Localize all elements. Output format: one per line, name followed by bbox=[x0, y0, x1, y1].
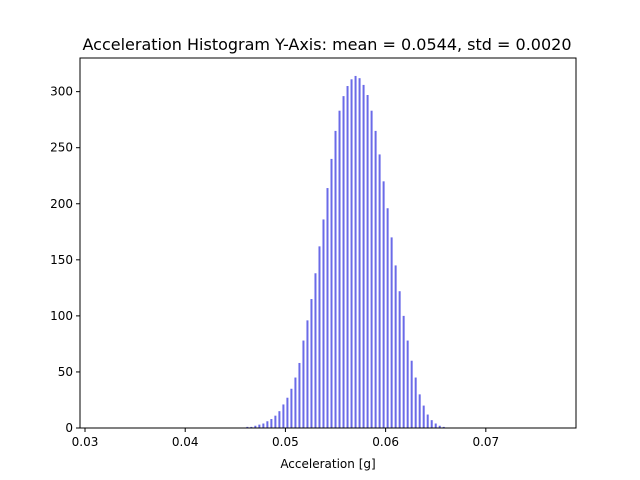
histogram-bar bbox=[406, 340, 409, 428]
histogram-bar bbox=[262, 423, 265, 428]
histogram-bar bbox=[286, 397, 289, 428]
histogram-bar bbox=[426, 414, 429, 428]
x-tick-label: 0.07 bbox=[472, 435, 499, 449]
histogram-bar bbox=[274, 415, 277, 428]
histogram-bar bbox=[250, 426, 253, 428]
histogram-bar bbox=[346, 86, 349, 428]
y-tick-label: 100 bbox=[50, 309, 73, 323]
histogram-bar bbox=[290, 388, 293, 428]
histogram-bar bbox=[254, 425, 257, 428]
x-tick-label: 0.03 bbox=[72, 435, 99, 449]
histogram-bar bbox=[314, 273, 317, 428]
histogram-bar bbox=[386, 208, 389, 428]
x-tick-label: 0.05 bbox=[272, 435, 299, 449]
histogram-bar bbox=[378, 154, 381, 428]
histogram-bar bbox=[418, 394, 421, 428]
y-tick-label: 250 bbox=[50, 141, 73, 155]
histogram-bar bbox=[438, 425, 441, 428]
x-tick-label: 0.04 bbox=[172, 435, 199, 449]
histogram-bar bbox=[310, 299, 313, 428]
histogram-bar bbox=[326, 188, 329, 428]
histogram-bar bbox=[342, 96, 345, 428]
histogram-bar bbox=[294, 377, 297, 428]
histogram-bar bbox=[354, 75, 357, 428]
histogram-bar bbox=[410, 360, 413, 428]
y-axis-ticks: 0 50 100 150 200 250 300 bbox=[50, 85, 80, 435]
histogram-bar bbox=[362, 84, 365, 428]
histogram-bar bbox=[282, 404, 285, 428]
histogram-bar bbox=[270, 419, 273, 428]
histogram-bar bbox=[306, 320, 309, 428]
histogram-bar bbox=[330, 158, 333, 428]
histogram-bar bbox=[398, 291, 401, 428]
histogram-bar bbox=[434, 423, 437, 428]
histogram-bar bbox=[430, 420, 433, 428]
histogram-bar bbox=[358, 78, 361, 428]
histogram-bar bbox=[302, 340, 305, 428]
plot-frame bbox=[79, 57, 577, 429]
y-tick-label: 300 bbox=[50, 85, 73, 99]
histogram-bar bbox=[318, 246, 321, 428]
x-tick-label: 0.06 bbox=[372, 435, 399, 449]
y-tick-label: 0 bbox=[65, 421, 73, 435]
histogram-bar bbox=[374, 130, 377, 428]
histogram-bar bbox=[390, 237, 393, 428]
y-tick-label: 150 bbox=[50, 253, 73, 267]
histogram-bar bbox=[266, 421, 269, 428]
histogram-bar bbox=[258, 424, 261, 428]
histogram-bar bbox=[278, 411, 281, 428]
y-tick-label: 200 bbox=[50, 197, 73, 211]
histogram-bar bbox=[394, 265, 397, 428]
x-axis-label: Acceleration [g] bbox=[280, 457, 375, 471]
bars-group bbox=[246, 75, 445, 429]
histogram-bar bbox=[414, 377, 417, 428]
histogram-bar bbox=[246, 426, 249, 428]
histogram-bar bbox=[334, 130, 337, 428]
histogram-bar bbox=[422, 405, 425, 428]
histogram-bar bbox=[322, 219, 325, 428]
y-tick-label: 50 bbox=[58, 365, 73, 379]
histogram-bar bbox=[298, 362, 301, 428]
histogram-bar bbox=[382, 181, 385, 428]
histogram-bar bbox=[402, 315, 405, 428]
histogram-bar bbox=[370, 110, 373, 429]
histogram-bar bbox=[442, 426, 445, 428]
histogram-bar bbox=[338, 110, 341, 429]
x-axis-ticks: 0.03 0.04 0.05 0.06 0.07 bbox=[72, 428, 499, 449]
histogram-bar bbox=[350, 79, 353, 428]
histogram-bar bbox=[366, 95, 369, 428]
chart-title: Acceleration Histogram Y-Axis: mean = 0.… bbox=[83, 35, 572, 54]
